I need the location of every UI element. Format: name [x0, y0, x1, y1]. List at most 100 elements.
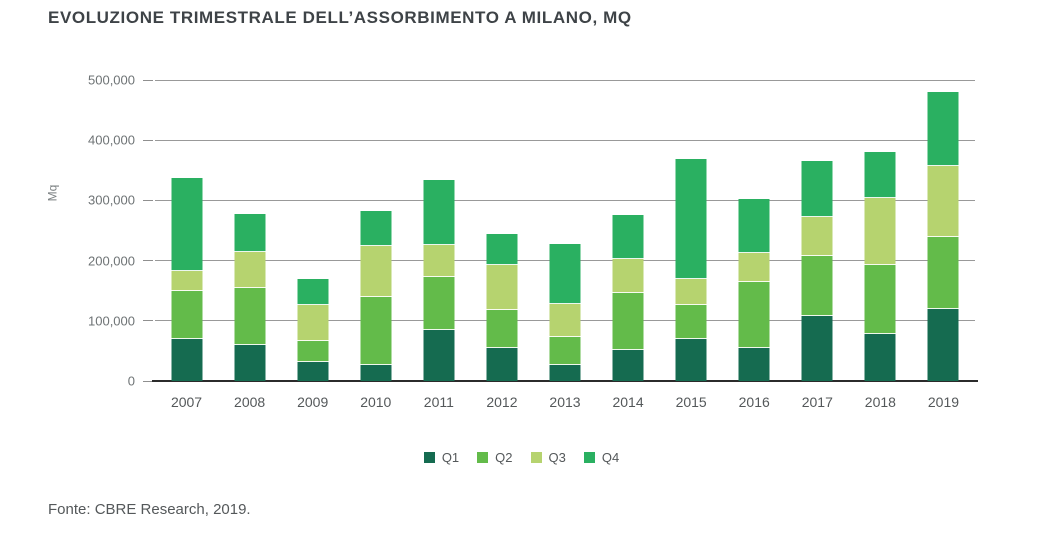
bar-segment-2019-q1 [927, 308, 959, 381]
bar-segment-2012-q1 [486, 347, 518, 381]
legend-swatch-q2 [477, 452, 489, 463]
bar-segment-2012-q4 [486, 234, 518, 266]
bar-segment-2009-q1 [297, 362, 329, 381]
bar-segment-2018-q2 [864, 265, 896, 335]
x-tick-label-2014: 2014 [612, 394, 644, 410]
bar-segment-2017-q3 [801, 216, 833, 256]
bar-2017 [801, 80, 833, 381]
bar-segment-2007-q2 [171, 290, 203, 339]
bar-segment-2017-q4 [801, 160, 833, 217]
x-tick-label-2016: 2016 [738, 394, 770, 410]
bar-segment-2015-q2 [675, 305, 707, 339]
bar-segment-2010-q3 [360, 245, 392, 298]
legend-label-q3: Q3 [548, 450, 566, 465]
bar-segment-2013-q3 [549, 303, 581, 338]
bar-2008 [234, 80, 266, 381]
bar-segment-2015-q1 [675, 338, 707, 381]
y-tick-label: 0 [127, 373, 135, 389]
legend-label-q2: Q2 [495, 450, 513, 465]
bar-segment-2007-q1 [171, 338, 203, 381]
bar-segment-2014-q2 [612, 292, 644, 350]
x-tick-label-2008: 2008 [234, 394, 266, 410]
y-tick-mark [143, 320, 153, 322]
bar-segment-2009-q3 [297, 304, 329, 342]
y-tick-mark [143, 260, 153, 262]
bar-2015 [675, 80, 707, 381]
legend-label-q1: Q1 [441, 450, 460, 465]
gridline-500,000 [155, 79, 975, 81]
legend-label-q4: Q4 [601, 450, 620, 465]
footer-source: Fonte: CBRE Research, 2019. [48, 501, 251, 518]
bar-2007 [171, 80, 203, 381]
y-axis: 0 100,000 200,000 300,000 400,000 500,000 [48, 73, 155, 389]
bar-segment-2018-q1 [864, 334, 896, 381]
bar-2018 [864, 80, 896, 381]
bar-segment-2011-q2 [423, 277, 455, 331]
x-tick-label-2017: 2017 [801, 394, 833, 410]
gridline-400,000 [155, 139, 975, 141]
x-tick-label-2007: 2007 [170, 394, 203, 410]
y-tick-label: 300,000 [88, 192, 135, 208]
bar-segment-2008-q2 [234, 287, 266, 345]
bar-segment-2018-q3 [864, 198, 896, 266]
bar-segment-2008-q1 [234, 344, 266, 381]
x-tick-label-2012: 2012 [486, 394, 518, 410]
legend-swatch-q3 [530, 452, 542, 463]
y-tick-mark [143, 139, 153, 141]
bar-segment-2019-q3 [927, 165, 959, 237]
bar-segment-2017-q1 [801, 315, 833, 381]
x-tick-label-2018: 2018 [864, 394, 896, 410]
bar-segment-2012-q2 [486, 309, 518, 348]
bar-segment-2013-q4 [549, 243, 581, 304]
x-axis-line [152, 380, 978, 382]
bar-segment-2017-q2 [801, 255, 833, 316]
legend-item-q1: Q1 [423, 450, 460, 465]
x-tick-label-2015: 2015 [675, 394, 707, 410]
bar-segment-2014-q4 [612, 214, 644, 260]
bar-segment-2007-q4 [171, 178, 203, 272]
bar-segment-2019-q4 [927, 92, 959, 166]
x-tick-label-2013: 2013 [549, 394, 581, 410]
x-tick-label-2010: 2010 [360, 394, 392, 410]
bar-segment-2016-q3 [738, 252, 770, 282]
bar-segment-2012-q3 [486, 265, 518, 310]
bar-segment-2015-q3 [675, 279, 707, 306]
y-tick-mark [143, 380, 153, 382]
x-tick-label-2019: 2019 [927, 394, 960, 410]
bar-2010 [360, 80, 392, 381]
x-axis: 2007 2008 2009 2010 2011 2012 2013 2014 2015 2016… [155, 394, 975, 414]
y-tick-label: 100,000 [88, 313, 135, 329]
bar-segment-2007-q3 [171, 271, 203, 291]
y-tick-label: 400,000 [88, 132, 135, 148]
y-tick-mark [143, 79, 153, 81]
y-tick-mark [143, 199, 153, 201]
bar-segment-2008-q3 [234, 251, 266, 288]
legend-item-q3: Q3 [530, 450, 566, 465]
x-tick-label-2011: 2011 [423, 394, 454, 410]
bar-segment-2011-q3 [423, 244, 455, 278]
y-tick-label: 500,000 [88, 72, 135, 88]
legend-swatch-q1 [423, 452, 435, 463]
bar-segment-2013-q2 [549, 337, 581, 365]
bar-2014 [612, 80, 644, 381]
bar-segment-2019-q2 [927, 236, 959, 309]
bar-segment-2010-q1 [360, 364, 392, 381]
bar-segment-2016-q4 [738, 198, 770, 253]
bar-2013 [549, 80, 581, 381]
bar-segment-2015-q4 [675, 158, 707, 280]
bar-segment-2010-q4 [360, 210, 392, 246]
bar-segment-2008-q4 [234, 214, 266, 252]
bar-segment-2009-q2 [297, 341, 329, 363]
legend-item-q4: Q4 [583, 450, 620, 465]
bar-segment-2009-q4 [297, 279, 329, 305]
bar-2012 [486, 80, 518, 381]
bar-2009 [297, 80, 329, 381]
bar-2016 [738, 80, 770, 381]
bar-segment-2011-q4 [423, 179, 455, 245]
legend: Q1 Q2 Q3 Q4 [0, 450, 1043, 465]
y-tick-label: 200,000 [88, 253, 135, 269]
bar-segment-2018-q4 [864, 151, 896, 198]
bar-segment-2013-q1 [549, 364, 581, 381]
